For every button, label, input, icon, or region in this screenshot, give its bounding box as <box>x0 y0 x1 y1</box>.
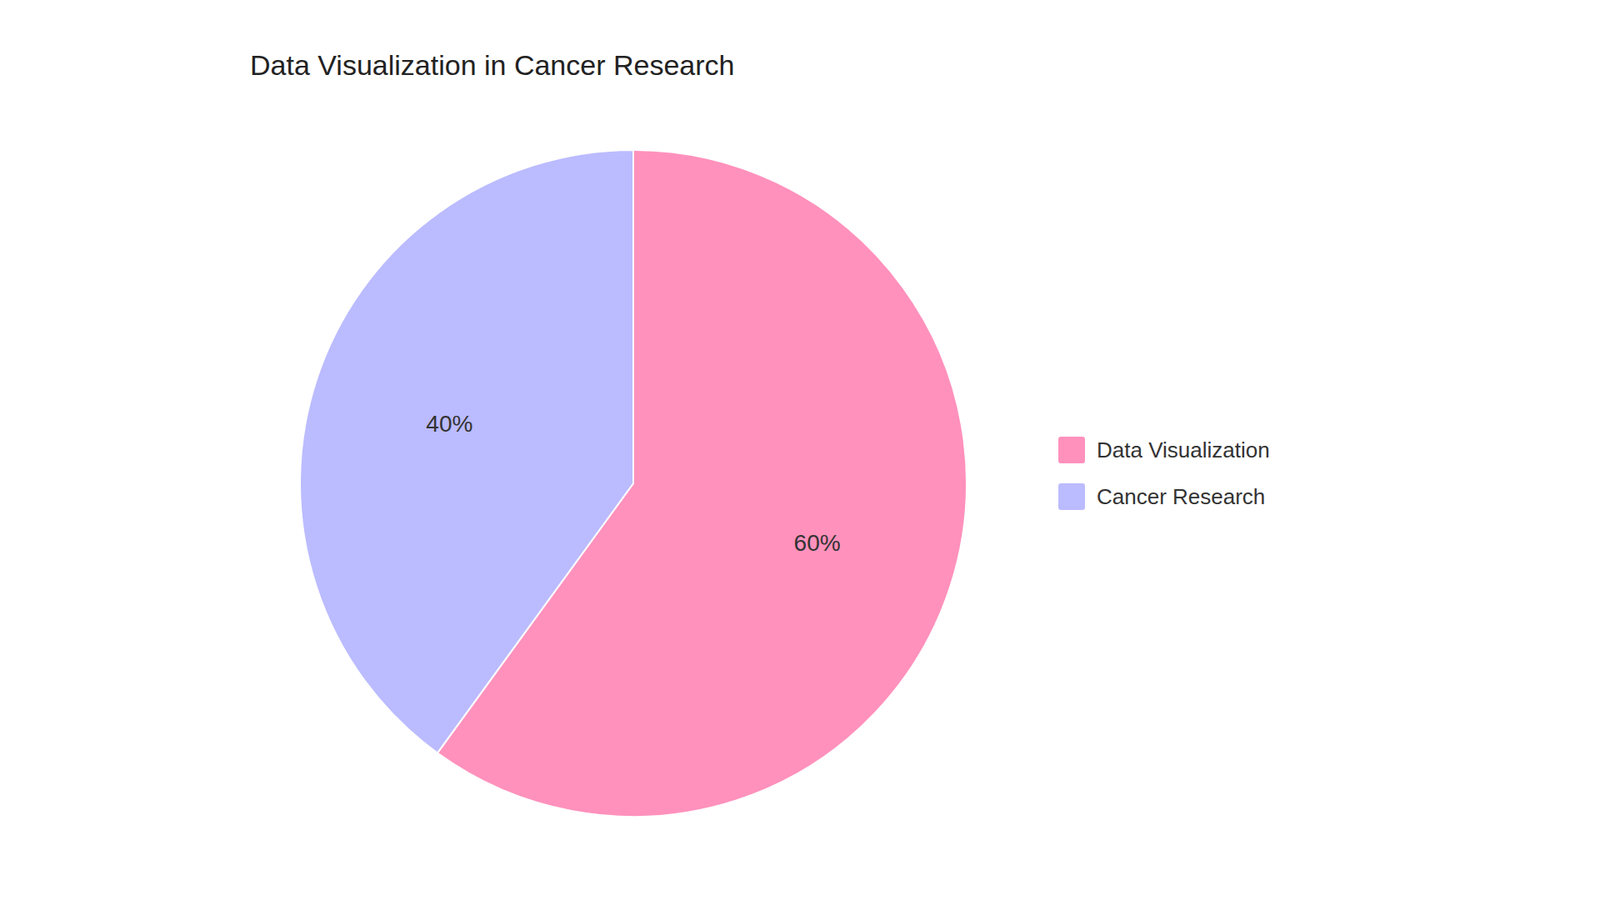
data-labels: 60% 40% <box>425 410 840 556</box>
legend-label: Cancer Research <box>1096 484 1265 510</box>
legend-swatch <box>1058 483 1085 510</box>
data-label: 40% <box>425 410 473 437</box>
chart-title: Data Visualization in Cancer Research <box>250 49 735 81</box>
pie-slice <box>300 150 634 754</box>
data-label: 60% <box>794 530 841 556</box>
chart-container: Data Visualization in Cancer Research 60%… <box>0 0 1600 900</box>
legend-swatch <box>1058 436 1085 464</box>
legend-label: Data Visualization <box>1096 437 1270 463</box>
chart-svg: Data Visualization in Cancer Research 60%… <box>0 0 1600 900</box>
legend: Data Visualization Cancer Research <box>1058 436 1270 510</box>
pie-slices <box>300 150 967 817</box>
